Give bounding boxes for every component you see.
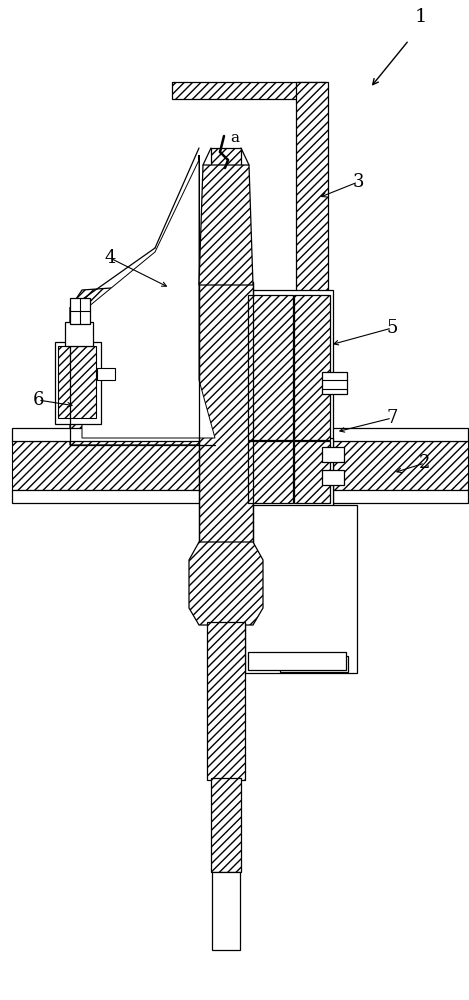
Bar	[12, 428, 204, 441]
Text: 1: 1	[415, 8, 427, 26]
Text: 3: 3	[352, 173, 364, 191]
Text: a: a	[230, 131, 239, 145]
Text: 7: 7	[386, 409, 398, 427]
Bar	[322, 447, 344, 462]
Bar	[211, 148, 241, 282]
Polygon shape	[82, 160, 215, 438]
Bar	[97, 368, 115, 380]
Bar	[250, 428, 468, 441]
Bar	[294, 441, 330, 503]
Bar	[322, 470, 344, 485]
Polygon shape	[70, 155, 215, 445]
Bar	[207, 622, 245, 780]
Bar	[58, 346, 96, 418]
Bar	[296, 82, 328, 670]
Bar	[12, 490, 204, 503]
Bar	[250, 490, 468, 503]
Bar	[199, 282, 253, 545]
Text: 2: 2	[419, 454, 431, 472]
Polygon shape	[189, 542, 263, 625]
Bar	[55, 342, 101, 424]
Bar	[248, 441, 293, 503]
Bar	[248, 295, 293, 440]
Bar	[12, 441, 204, 490]
Bar	[248, 652, 346, 670]
Bar	[250, 441, 468, 490]
Bar	[212, 872, 240, 950]
Bar	[245, 505, 357, 673]
Text: 5: 5	[386, 319, 398, 337]
Polygon shape	[199, 165, 253, 285]
Bar	[280, 656, 348, 672]
Bar	[172, 82, 326, 99]
Bar	[70, 298, 90, 324]
Bar	[245, 438, 333, 510]
Bar	[211, 778, 241, 872]
Bar	[245, 290, 333, 505]
Bar	[65, 322, 93, 346]
Text: 4: 4	[104, 249, 116, 267]
Bar	[294, 295, 330, 440]
Bar	[322, 372, 347, 394]
Text: 6: 6	[32, 391, 44, 409]
